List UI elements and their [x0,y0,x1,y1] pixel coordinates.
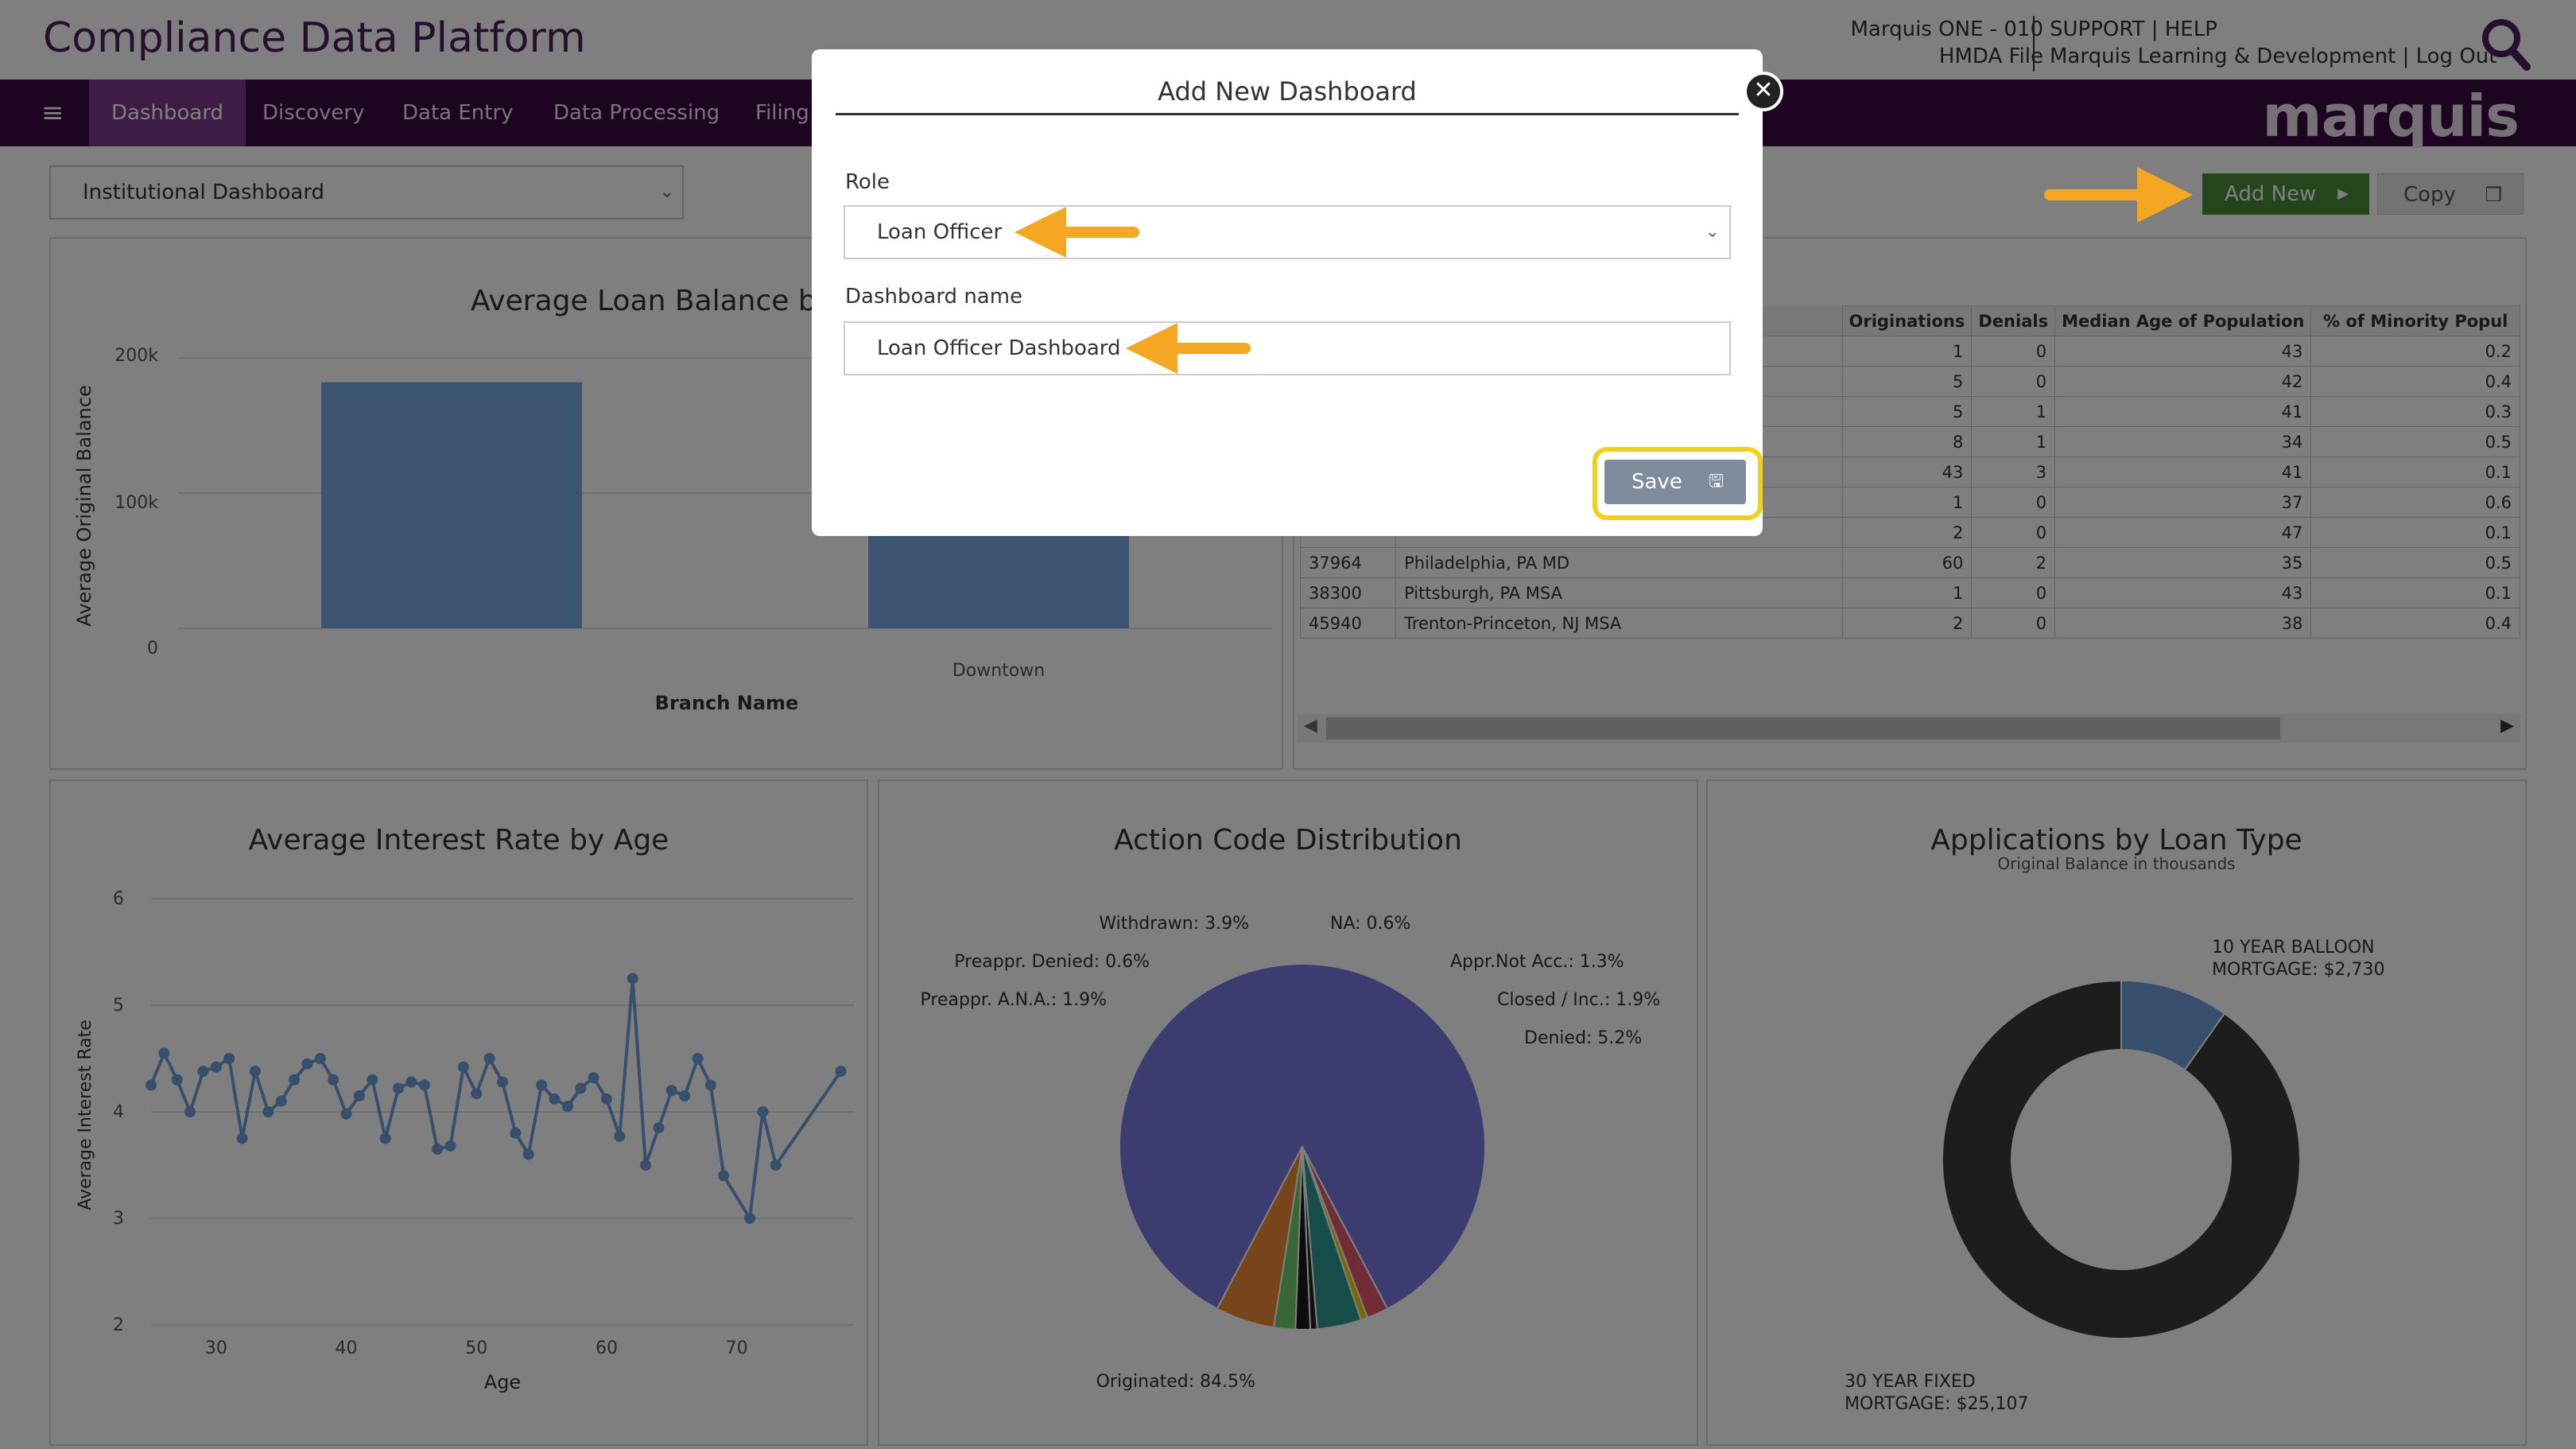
role-label: Role [845,170,890,194]
modal-title: Add New Dashboard [1158,76,1417,107]
role-select-value: Loan Officer [877,220,1003,244]
modal-title-divider [836,113,1739,115]
save-button[interactable]: Save 🖫 [1604,460,1746,504]
save-label: Save [1631,470,1682,494]
arrow-annotation-icon [1126,323,1251,374]
dashboard-name-value: Loan Officer Dashboard [877,336,1121,360]
role-select[interactable]: Loan Officer ⌄ [844,205,1731,259]
dashboard-name-label: Dashboard name [845,285,1023,309]
arrow-annotation-icon [1014,207,1139,258]
dashboard-name-input[interactable]: Loan Officer Dashboard [844,321,1731,375]
close-icon[interactable]: ✕ [1744,72,1783,111]
floppy-disk-icon: 🖫 [1709,472,1724,491]
arrow-annotation-icon [2044,167,2193,223]
save-highlight-annotation [1593,447,1763,520]
add-dashboard-modal: Add New Dashboard Role Loan Officer ⌄ Da… [812,49,1763,536]
chevron-down-icon: ⌄ [1705,222,1720,242]
